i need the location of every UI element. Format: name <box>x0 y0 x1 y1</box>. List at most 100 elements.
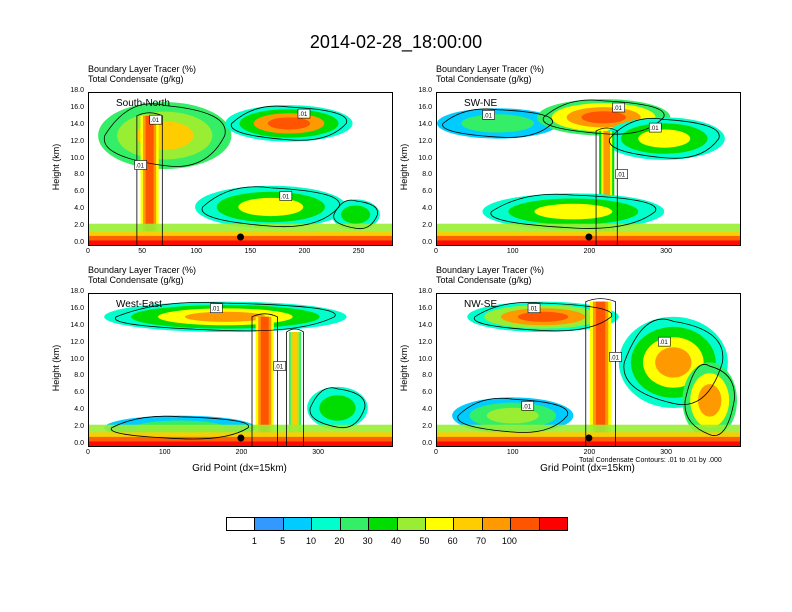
condensate-contour <box>333 199 378 230</box>
y-tick-label: 0.0 <box>74 239 84 246</box>
y-tick-label: 2.0 <box>422 222 432 230</box>
condensate-contour <box>230 105 348 141</box>
contour-label: .01 <box>210 303 223 314</box>
x-axis-title: Grid Point (dx=15km) <box>192 463 287 474</box>
condensate-contour <box>473 301 613 332</box>
x-tick-label: 200 <box>583 449 596 456</box>
heatmap-svg: .01 .01 .01 .01 <box>437 99 740 245</box>
y-tick-label: 8.0 <box>74 372 84 380</box>
condensate-contour <box>490 193 657 229</box>
y-tick-label: 12.0 <box>70 338 84 346</box>
heatmap-svg: .01 .01 .01 .01 <box>89 102 392 245</box>
y-tick-label: 16.0 <box>418 103 432 111</box>
condensate-field-blob <box>184 311 266 322</box>
x-tick-label: 200 <box>583 248 596 255</box>
y-tick-label: 6.0 <box>422 188 432 196</box>
contour-label: .01 <box>527 303 541 314</box>
svg-text:.01: .01 <box>484 113 493 119</box>
condensate-contour <box>542 99 665 135</box>
colorbar-tick-label: 100 <box>501 536 517 546</box>
updraft-column <box>292 332 298 446</box>
colorbar-swatch <box>312 518 341 530</box>
y-tick-label: 12.0 <box>418 137 432 145</box>
y-tick-label: 16.0 <box>70 103 84 111</box>
svg-text:.01: .01 <box>299 112 308 118</box>
condensate-field-blob <box>486 407 539 424</box>
section-label: SW-NE <box>464 98 498 109</box>
y-tick-label: 18.0 <box>418 87 432 94</box>
y-tick-label: 8.0 <box>422 171 432 179</box>
colorbar-swatch <box>397 518 426 530</box>
updraft-column <box>260 316 269 446</box>
svg-text:.01: .01 <box>523 404 532 410</box>
condensate-field-blob <box>319 395 356 421</box>
y-tick-label: 4.0 <box>422 205 432 213</box>
colorbar <box>226 517 568 531</box>
x-tick-label: 50 <box>138 248 146 255</box>
subtitle-tracer: Boundary Layer Tracer (%) <box>436 64 545 74</box>
colorbar-tick-label: 50 <box>419 536 430 546</box>
colorbar-tick-label: 60 <box>447 536 458 546</box>
y-tick-label: 4.0 <box>74 205 84 213</box>
svg-text:.01: .01 <box>617 173 626 179</box>
subtitle-condensate: Total Condensate (g/kg) <box>436 74 532 84</box>
x-tick-label: 250 <box>352 248 365 255</box>
location-marker <box>585 233 593 241</box>
condensate-field-blob <box>698 384 722 417</box>
location-marker <box>237 233 244 241</box>
x-tick-label: 300 <box>660 248 672 255</box>
contour-label: .01 <box>615 169 628 179</box>
y-tick-label: 14.0 <box>418 321 432 329</box>
y-tick-label: 4.0 <box>422 406 432 414</box>
colorbar-tick-label: 20 <box>334 536 345 546</box>
y-tick-label: 12.0 <box>70 137 84 145</box>
condensate-field-blob <box>655 347 692 378</box>
section-label: South-North <box>116 98 170 109</box>
x-axis-title: Grid Point (dx=15km) <box>540 463 635 474</box>
x-tick-label: 0 <box>86 248 90 255</box>
colorbar-tick-label: 10 <box>305 536 317 546</box>
condensate-contour <box>309 387 366 429</box>
condensate-contour <box>457 397 569 433</box>
subtitle-condensate: Total Condensate (g/kg) <box>88 74 184 84</box>
y-tick-label: 2.0 <box>74 423 84 431</box>
condensate-contour <box>286 328 304 446</box>
heatmap-svg: .01 .01 <box>89 301 392 446</box>
y-tick-label: 18.0 <box>70 288 84 295</box>
boundary-layer-band <box>437 441 740 446</box>
colorbar-swatch <box>283 518 313 530</box>
svg-text:.01: .01 <box>211 307 220 313</box>
y-tick-label: 0.0 <box>422 440 432 447</box>
svg-text:.01: .01 <box>151 118 160 124</box>
condensate-contour <box>623 318 724 405</box>
y-tick-label: 4.0 <box>74 406 84 414</box>
y-tick-label: 14.0 <box>70 120 84 128</box>
x-tick-label: 100 <box>506 248 519 255</box>
condensate-field-blob <box>238 197 304 217</box>
condensate-contour <box>251 313 278 446</box>
contour-label: .01 <box>648 122 662 133</box>
x-tick-label: 200 <box>298 248 311 255</box>
contour-label: .01 <box>279 191 293 201</box>
contour-label: .01 <box>482 110 495 120</box>
x-tick-label: 0 <box>434 248 438 255</box>
colorbar-swatch <box>227 518 256 530</box>
contour-label: .01 <box>297 108 311 119</box>
condensate-field-blob <box>534 203 613 220</box>
colorbar-tick-label: 30 <box>362 536 373 546</box>
svg-text:.01: .01 <box>136 163 145 169</box>
colorbar-swatch <box>425 518 455 530</box>
y-tick-label: 10.0 <box>418 355 432 363</box>
x-tick-label: 150 <box>244 248 257 255</box>
colorbar-tick-label: 5 <box>280 536 286 546</box>
contour-label: .01 <box>658 336 671 347</box>
contour-label: .01 <box>609 352 622 362</box>
subtitle-tracer: Boundary Layer Tracer (%) <box>88 265 197 275</box>
x-tick-label: 100 <box>158 449 171 456</box>
svg-text:.01: .01 <box>529 307 538 313</box>
y-tick-label: 8.0 <box>74 171 84 179</box>
x-tick-label: 200 <box>235 449 248 456</box>
y-tick-label: 6.0 <box>74 188 84 196</box>
x-tick-label: 0 <box>434 449 438 456</box>
y-tick-label: 18.0 <box>70 87 84 94</box>
